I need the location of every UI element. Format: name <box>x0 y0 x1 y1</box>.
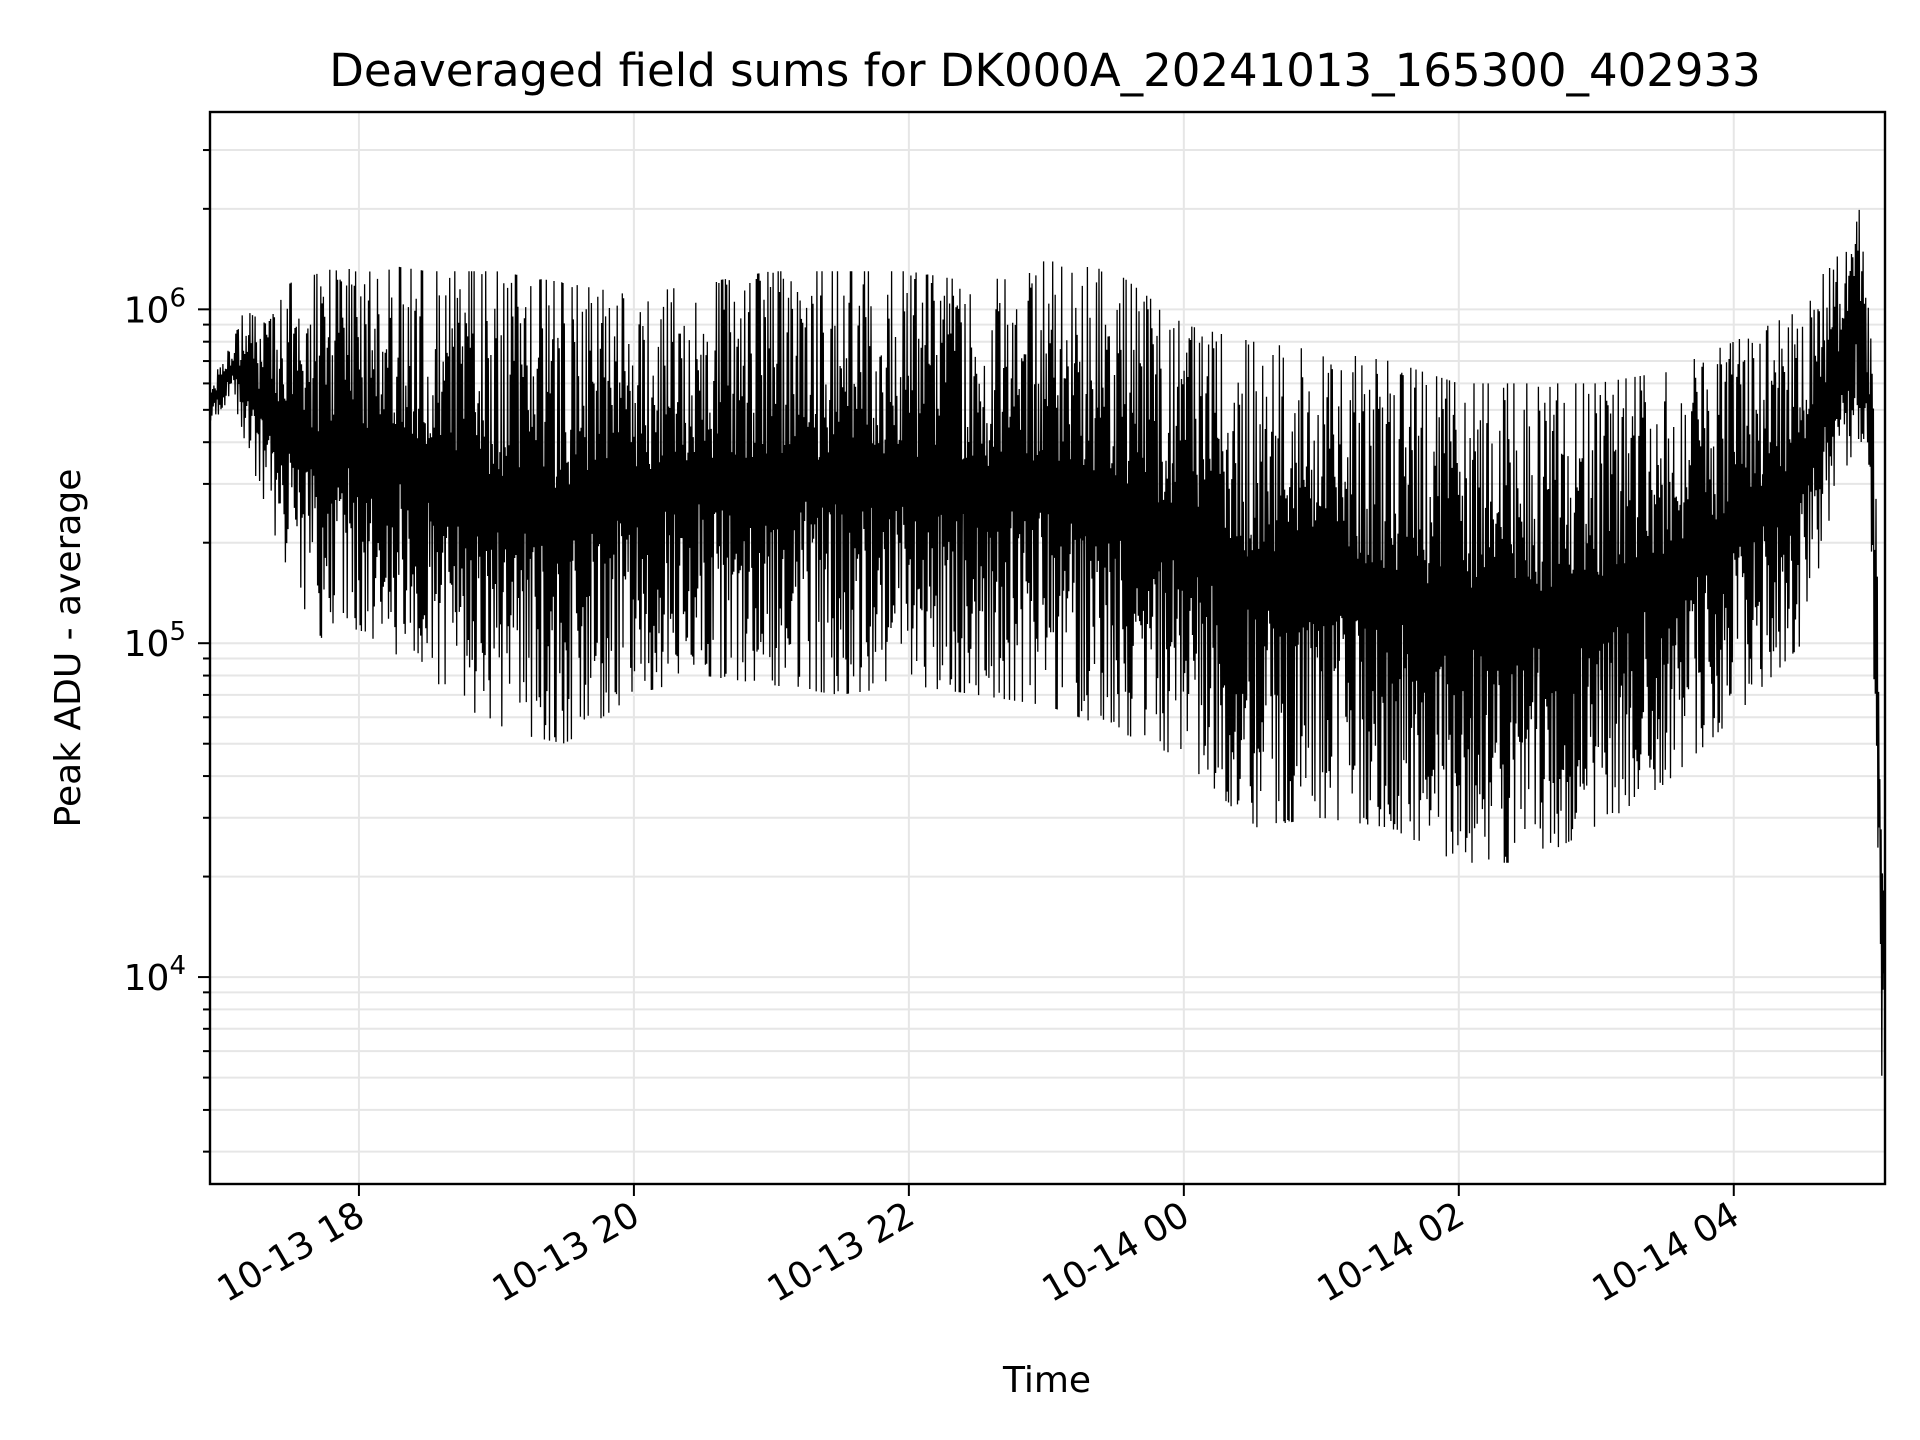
y-tick-label: 105 <box>124 617 186 665</box>
y-tick-base: 10 <box>124 624 170 665</box>
y-tick-exponent: 6 <box>169 283 186 313</box>
x-tick-label: 10-14 04 <box>1586 1194 1747 1310</box>
chart-title: Deaveraged field sums for DK000A_2024101… <box>329 44 1761 97</box>
y-tick-exponent: 5 <box>169 617 186 647</box>
y-tick-base: 10 <box>124 290 170 331</box>
x-tick-label: 10-14 00 <box>1036 1194 1197 1310</box>
x-tick-label: 10-13 18 <box>211 1194 372 1310</box>
series-layer <box>209 209 1886 1076</box>
x-tick-label: 10-14 02 <box>1311 1194 1472 1310</box>
y-tick-base: 10 <box>124 958 170 999</box>
x-tick-label: 10-13 22 <box>761 1194 922 1310</box>
y-tick-label: 104 <box>124 951 186 999</box>
x-axis-label: Time <box>1002 1360 1091 1401</box>
y-axis-label: Peak ADU - average <box>48 469 89 828</box>
plot-frame <box>208 110 1887 1186</box>
y-tick-exponent: 4 <box>169 951 186 981</box>
x-tick-label: 10-13 20 <box>486 1194 647 1310</box>
series-line <box>209 209 1886 1076</box>
y-tick-label: 106 <box>124 283 186 331</box>
